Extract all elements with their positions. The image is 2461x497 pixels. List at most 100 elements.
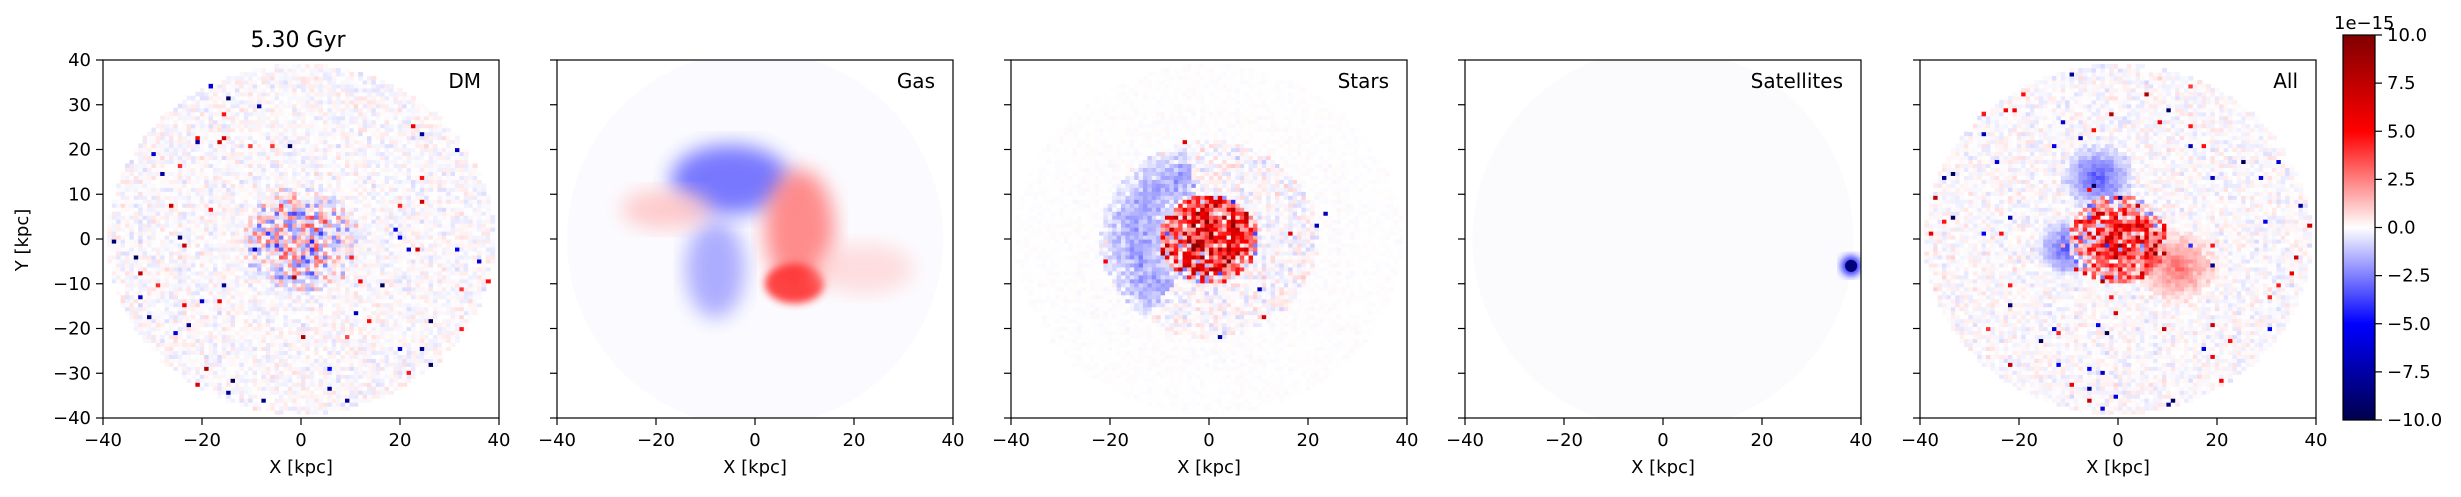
heatmap-cell [221,382,227,387]
heatmap-cell [318,119,324,125]
heatmap-cell [340,358,346,363]
heatmap-cell [353,163,359,168]
heatmap-cell [402,231,408,236]
heatmap-cell [177,278,183,284]
heatmap-cell [226,219,232,224]
heatmap-cell [402,362,408,367]
heatmap-cell [261,374,267,379]
heatmap-cell [309,282,315,288]
heatmap-cell [318,302,324,308]
heatmap-cell [239,398,245,403]
heatmap-cell [323,310,328,316]
heatmap-cell [340,119,346,125]
heatmap-cell [283,246,289,252]
heatmap-cell [380,155,386,161]
heatmap-cell [309,183,315,188]
heatmap-cell [397,163,403,168]
heatmap-cell [239,250,245,256]
heatmap-cell [323,211,328,216]
heatmap-cell [129,306,135,312]
heatmap-cell [367,394,372,399]
heatmap-cell [389,159,394,165]
heatmap-cell [353,227,359,232]
heatmap-cell [169,139,174,145]
heatmap-cell [393,215,399,220]
heatmap-cell [204,338,210,344]
heatmap-cell [314,127,320,133]
heatmap-cell [235,219,240,224]
heatmap-cell [305,147,311,153]
heatmap-cell [367,211,372,216]
heatmap-cell [309,278,315,284]
heatmap-cell [274,326,280,332]
heatmap-cell [138,314,144,320]
heatmap-cell [292,191,298,196]
heatmap-cell [257,235,262,240]
heatmap-cell [309,231,315,236]
heatmap-cell [340,378,346,383]
heatmap-cell [327,242,333,248]
heatmap-cell [358,334,364,340]
heatmap-cell [301,330,306,336]
heatmap-cell [279,151,284,157]
heatmap-cell [138,151,144,157]
heatmap-cell [292,394,298,399]
heatmap-cell [186,187,192,192]
heatmap-cell [182,366,188,371]
heatmap-cell [340,350,346,355]
heatmap-cell [151,139,157,145]
heatmap-cell [252,302,258,308]
heatmap-cell [375,107,381,113]
heatmap-cell [389,378,394,383]
heatmap-cell [169,294,174,300]
heatmap-cell [191,127,196,133]
heatmap-cell [323,318,328,324]
heatmap-cell [252,270,258,276]
heatmap-cell [204,302,210,308]
heatmap-cell [191,266,196,272]
heatmap-cell [147,175,152,180]
heatmap-cell [345,250,350,256]
heatmap-cell [235,398,240,403]
heatmap-cell [283,175,289,180]
heatmap-cell [265,147,271,153]
heatmap-cell [261,211,267,216]
heatmap-cell [292,274,298,280]
heatmap-cell [129,239,135,244]
heatmap-cell [371,346,377,351]
heatmap-cell [323,398,328,403]
heatmap-cell [270,366,276,371]
heatmap-cell [252,250,258,256]
heatmap-cell [349,199,355,204]
heatmap-cell [230,87,236,93]
heatmap-cell [230,294,236,300]
heatmap-cell [279,127,284,133]
heatmap-cell [274,306,280,312]
heatmap-cell [173,227,179,232]
heatmap-cell [235,151,240,157]
heatmap-cell [314,266,320,272]
heatmap-cell [309,207,315,212]
heatmap-cell [195,167,201,172]
heatmap-cell [169,262,174,268]
heatmap-cell [226,187,232,192]
heatmap-cell [358,366,364,371]
heatmap-cell [186,207,192,212]
heatmap-cell [248,183,254,188]
heatmap-cell [323,99,328,105]
heatmap-cell [283,326,289,332]
heatmap-cell [323,290,328,296]
heatmap-cell [318,410,324,415]
heatmap-cell [353,346,359,351]
heatmap-cell [230,274,236,280]
heatmap-cell [327,139,333,145]
heatmap-cell [393,143,399,149]
heatmap-cell [111,207,117,212]
heatmap-cell [375,147,381,153]
heatmap-cell [384,151,390,157]
heatmap-cell [173,346,179,351]
heatmap-cell [380,167,386,172]
heatmap-cell [270,131,276,137]
heatmap-cell [221,254,227,260]
heatmap-cell [301,191,306,196]
